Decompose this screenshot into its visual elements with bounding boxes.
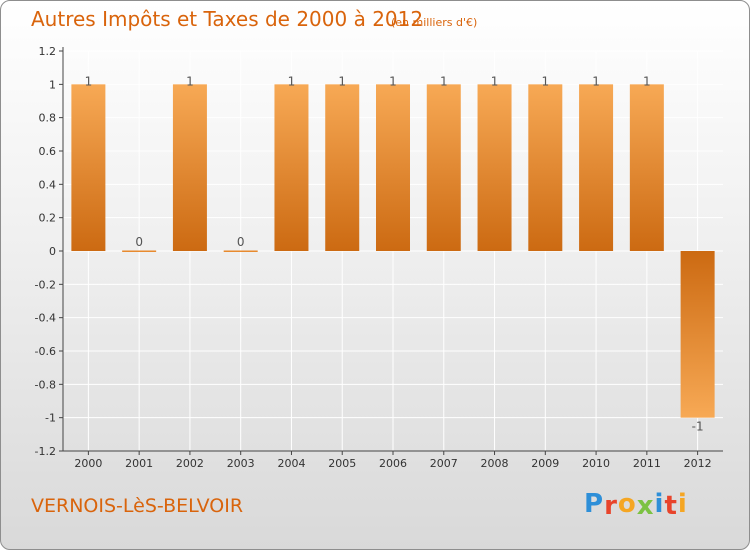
bar bbox=[71, 84, 106, 251]
bar bbox=[122, 250, 157, 252]
bar bbox=[680, 251, 715, 418]
proxiti-logo[interactable]: Proxiti bbox=[584, 489, 688, 521]
x-tick-label: 2012 bbox=[684, 457, 712, 470]
x-tick-label: 2002 bbox=[176, 457, 204, 470]
x-tick-label: 2005 bbox=[328, 457, 356, 470]
y-tick-label: -0.8 bbox=[35, 378, 56, 391]
x-tick-label: 2010 bbox=[582, 457, 610, 470]
chart-title: Autres Impôts et Taxes de 2000 à 2012 bbox=[31, 7, 424, 31]
logo-letter: t bbox=[664, 491, 678, 521]
y-tick-label: -1.2 bbox=[35, 445, 56, 458]
bar bbox=[579, 84, 614, 251]
data-label: 1 bbox=[440, 74, 448, 88]
logo-letter: i bbox=[677, 489, 688, 519]
bar bbox=[629, 84, 664, 251]
commune-name: VERNOIS-LèS-BELVOIR bbox=[31, 495, 244, 517]
x-tick-label: 2011 bbox=[633, 457, 661, 470]
bar bbox=[274, 84, 309, 251]
x-tick-label: 2004 bbox=[277, 457, 305, 470]
y-tick-label: 0.8 bbox=[39, 112, 57, 125]
bar bbox=[528, 84, 563, 251]
axes bbox=[59, 47, 723, 455]
bar bbox=[325, 84, 360, 251]
bar bbox=[172, 84, 207, 251]
logo-letter: r bbox=[604, 491, 618, 521]
data-label: 1 bbox=[85, 74, 93, 88]
data-label: -1 bbox=[692, 420, 704, 434]
y-tick-label: 0.2 bbox=[39, 212, 57, 225]
y-tick-label: 0 bbox=[49, 245, 56, 258]
y-tick-label: 1 bbox=[49, 78, 56, 91]
y-tick-label: 1.2 bbox=[39, 45, 57, 58]
logo-letter: o bbox=[617, 489, 637, 519]
data-label: 1 bbox=[186, 74, 194, 88]
logo-letter: x bbox=[636, 491, 655, 521]
labels: 1.2 1 0.8 0.6 0.4 0.2 0 -0.2 -0.4 -0.6 -0.8 -1 -1.2 1… bbox=[35, 45, 712, 470]
data-label: 1 bbox=[541, 74, 549, 88]
bars bbox=[71, 84, 715, 418]
logo-letter: i bbox=[654, 489, 665, 519]
bar bbox=[223, 250, 258, 252]
bar bbox=[477, 84, 512, 251]
data-label: 1 bbox=[643, 74, 651, 88]
x-tick-label: 2000 bbox=[74, 457, 102, 470]
x-tick-label: 2009 bbox=[531, 457, 559, 470]
x-tick-label: 2006 bbox=[379, 457, 407, 470]
data-label: 1 bbox=[389, 74, 397, 88]
x-tick-label: 2001 bbox=[125, 457, 153, 470]
y-tick-label: -1 bbox=[45, 412, 56, 425]
x-tick-label: 2007 bbox=[430, 457, 458, 470]
y-tick-label: -0.6 bbox=[35, 345, 56, 358]
data-label: 1 bbox=[338, 74, 346, 88]
bar bbox=[426, 84, 461, 251]
bar bbox=[376, 84, 410, 251]
data-label: 0 bbox=[135, 235, 143, 249]
x-tick-label: 2003 bbox=[227, 457, 255, 470]
data-label: 1 bbox=[288, 74, 296, 88]
data-label: 1 bbox=[592, 74, 600, 88]
y-tick-label: -0.4 bbox=[35, 312, 56, 325]
chart-subtitle: (en milliers d'€) bbox=[391, 16, 478, 29]
data-label: 0 bbox=[237, 235, 245, 249]
y-tick-label: -0.2 bbox=[35, 278, 56, 291]
logo-letter: P bbox=[584, 489, 605, 519]
y-tick-label: 0.6 bbox=[39, 145, 57, 158]
y-tick-label: 0.4 bbox=[39, 178, 57, 191]
x-tick-label: 2008 bbox=[481, 457, 509, 470]
data-label: 1 bbox=[491, 74, 499, 88]
